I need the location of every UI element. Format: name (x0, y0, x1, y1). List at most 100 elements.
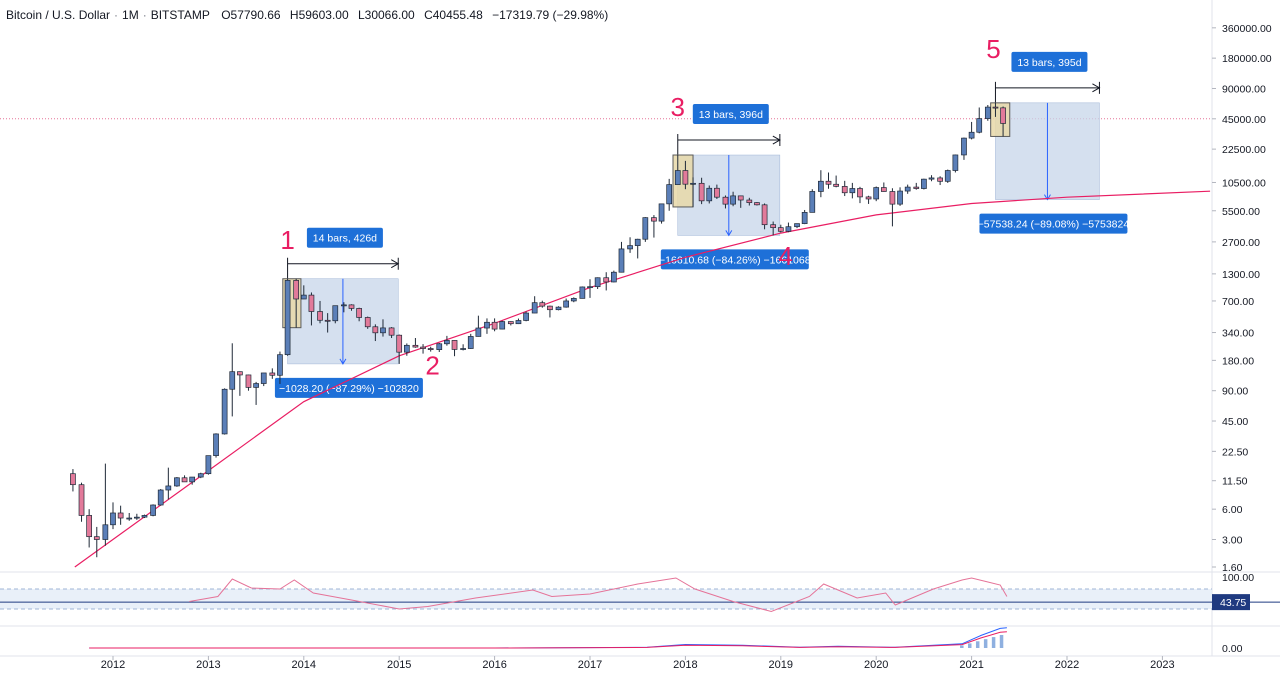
candle-body (961, 137, 967, 156)
candle-body (499, 321, 506, 330)
span-arrowhead (1092, 83, 1101, 93)
price-tick-label: 2700.00 (1222, 237, 1260, 249)
drop-label: −16610.68 (−84.26%) −1661068 (659, 254, 811, 266)
price-tick-label: 22500.00 (1222, 144, 1266, 156)
candle-body (833, 183, 839, 187)
candle-body (181, 477, 188, 483)
candle-body (205, 455, 212, 475)
macd-histogram-bar (960, 645, 964, 648)
candle-body (587, 286, 593, 289)
candle-body (809, 191, 816, 213)
candle-body (531, 302, 538, 314)
price-tick-label: 10500.00 (1222, 177, 1266, 189)
candle-body (134, 516, 140, 519)
candle-body (293, 280, 300, 300)
macd-zero-label: 0.00 (1222, 643, 1243, 655)
chart-header: Bitcoin / U.S. Dollar · 1M · BITSTAMP O57790… (6, 8, 608, 22)
span-label: 13 bars, 395d (1017, 57, 1081, 69)
span-label: 14 bars, 426d (313, 233, 377, 245)
annotations: 1 2 3 4 5 (280, 34, 1000, 380)
candle-body (706, 187, 713, 202)
candle-body (841, 186, 848, 194)
time-tick-label: 2018 (673, 659, 697, 671)
wave-label-4: 4 (778, 241, 792, 271)
candle-body (141, 515, 148, 518)
candle-body (269, 372, 276, 376)
candle-body (523, 312, 529, 321)
price-axis[interactable]: 360000.00 180000.00 90000.00 45000.00 22500.… (1212, 23, 1272, 574)
time-axis[interactable]: 2012 2013 2014 2015 2016 2017 2018 2019 2020 2021… (101, 656, 1175, 671)
candle-body (634, 238, 641, 246)
rsi-value-badge (1212, 594, 1250, 611)
macd-histogram-bar (983, 639, 988, 648)
candle-body (277, 354, 283, 376)
candle-body (849, 188, 856, 194)
candle-body (897, 190, 903, 205)
candle-body (730, 195, 736, 205)
candle-body (427, 348, 434, 350)
candle-body (563, 300, 570, 308)
rsi-line (189, 577, 1008, 613)
measure-arrowhead (1044, 194, 1051, 201)
wave-label-5: 5 (986, 34, 1000, 64)
trend-line[interactable] (74, 190, 1211, 568)
span-arrowhead (772, 135, 781, 145)
macd-signal-line (89, 631, 1007, 649)
candle-body (284, 280, 291, 356)
candle-body (484, 321, 490, 329)
candle-body (579, 286, 586, 299)
price-tick-label: 360000.00 (1222, 23, 1272, 35)
candle-body (380, 327, 386, 334)
separator: · (114, 8, 119, 22)
candle-body (674, 170, 681, 185)
candle-body (491, 321, 498, 330)
candle-body (221, 388, 228, 435)
macd-histogram-bar (999, 634, 1004, 648)
candle-body (904, 186, 911, 192)
rsi-axis-label: 100.00 (1222, 572, 1254, 584)
price-tick-label: 340.00 (1222, 328, 1254, 340)
candle-body (412, 344, 419, 348)
candle-body (93, 536, 100, 540)
candle-body (913, 186, 920, 189)
candle-body (213, 433, 219, 456)
span-label-bg (306, 227, 383, 248)
candle-body (889, 191, 896, 205)
candle-body (761, 204, 768, 226)
candle-body (332, 305, 339, 322)
interval-label[interactable]: 1M (122, 8, 139, 22)
candle-body (873, 187, 880, 200)
candle-body (952, 154, 959, 171)
candle-body (356, 308, 362, 318)
price-tick-label: 1.60 (1222, 562, 1243, 574)
measure-boxes[interactable]: 14 bars, 426d −1028.20 (−87.29%) −102820 1… (274, 51, 1129, 398)
candle-body (682, 170, 689, 185)
candle-body (690, 182, 696, 185)
span-label-bg (692, 104, 769, 125)
candle-body (785, 226, 792, 232)
candle-body (403, 344, 410, 353)
candle-body (126, 517, 133, 520)
candle-body (658, 203, 665, 222)
price-tick-label: 180000.00 (1222, 53, 1272, 65)
candle-body (197, 473, 204, 478)
candle-body (515, 320, 522, 325)
price-tick-label: 45.00 (1222, 416, 1248, 428)
candle-body (642, 217, 649, 240)
time-tick-label: 2014 (292, 659, 316, 671)
wave-label-1: 1 (280, 225, 294, 255)
candle-body (348, 304, 355, 309)
candle-body (237, 371, 243, 376)
candle-body (341, 304, 347, 307)
candle-body (157, 489, 164, 506)
price-tick-label: 6.00 (1222, 504, 1243, 516)
candle-body (245, 374, 252, 388)
time-tick-label: 2023 (1150, 659, 1174, 671)
candle-body (420, 346, 426, 349)
candle-body (150, 504, 156, 516)
symbol-name[interactable]: Bitcoin / U.S. Dollar (6, 8, 111, 22)
macd-line (89, 627, 1007, 649)
candle-body (110, 512, 116, 526)
macd-pane: 0.00 (89, 627, 1243, 655)
